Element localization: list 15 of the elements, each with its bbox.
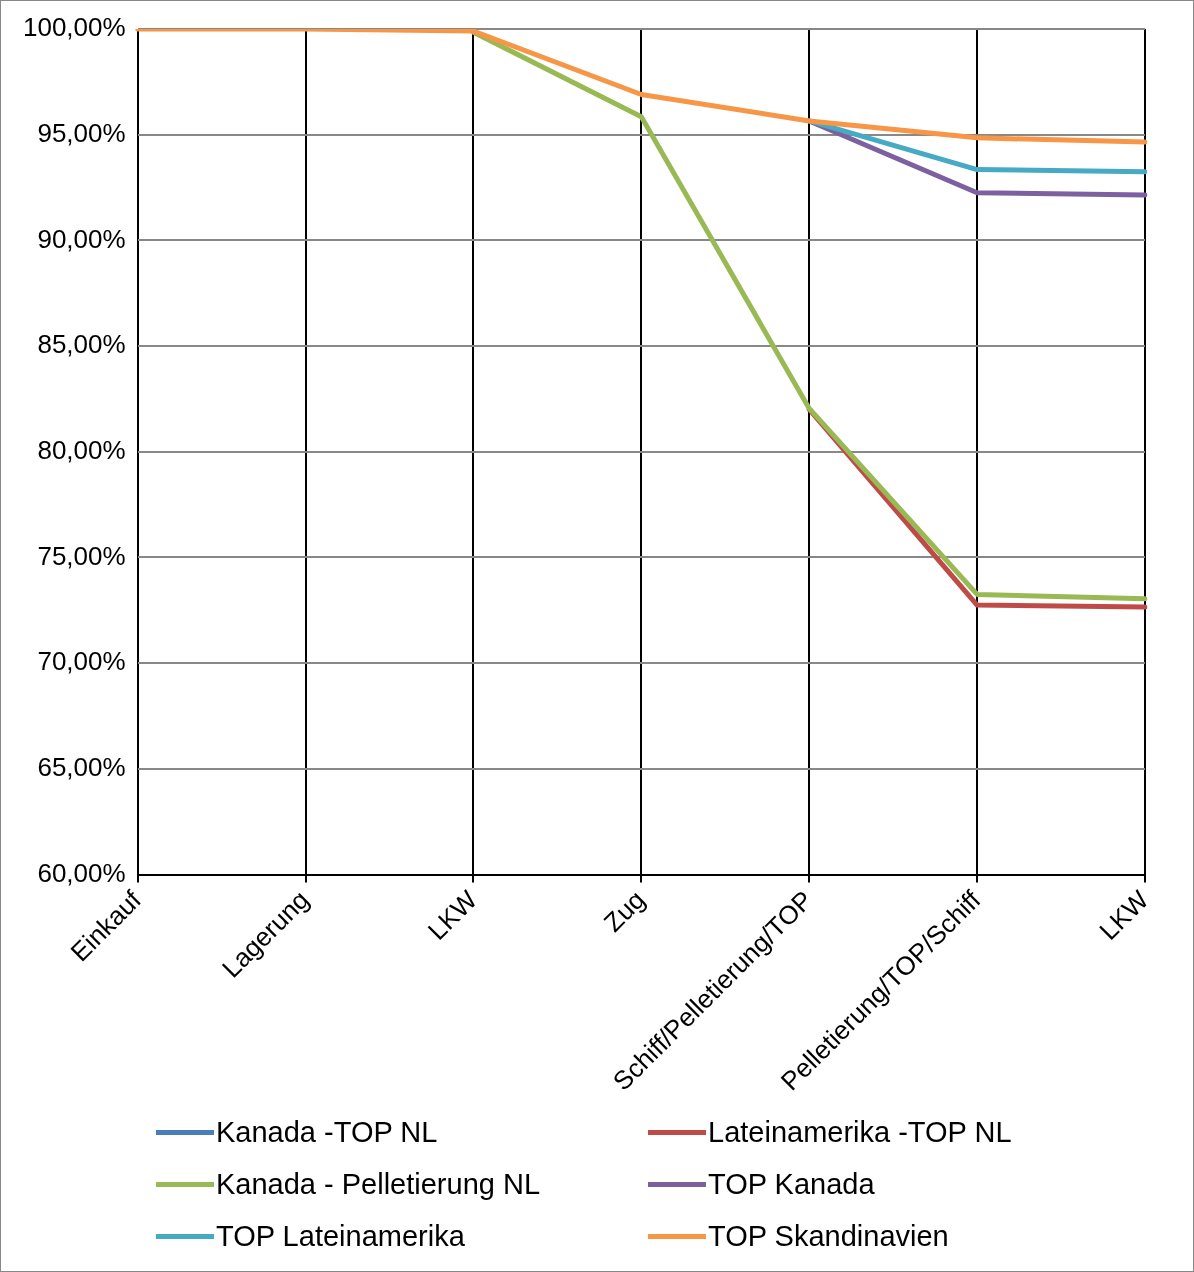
y-tick-label: 90,00% <box>37 223 126 254</box>
y-tick-label: 75,00% <box>37 540 126 571</box>
y-tick-label: 80,00% <box>37 434 126 465</box>
y-tick-label: 95,00% <box>37 117 126 148</box>
y-tick-label: 100,00% <box>22 12 126 43</box>
legend-label: TOP Skandinavien <box>708 1219 949 1253</box>
legend-label: TOP Lateinamerika <box>216 1219 465 1253</box>
legend-label: TOP Kanada <box>708 1167 875 1201</box>
legend-label: Kanada -TOP NL <box>216 1115 438 1149</box>
y-tick-label: 85,00% <box>37 329 126 360</box>
legend-label: Kanada - Pelletierung NL <box>216 1167 541 1201</box>
y-tick-label: 60,00% <box>37 857 126 888</box>
y-tick-label: 65,00% <box>37 752 126 782</box>
legend-label: Lateinamerika -TOP NL <box>708 1115 1012 1149</box>
y-tick-label: 70,00% <box>37 646 126 677</box>
